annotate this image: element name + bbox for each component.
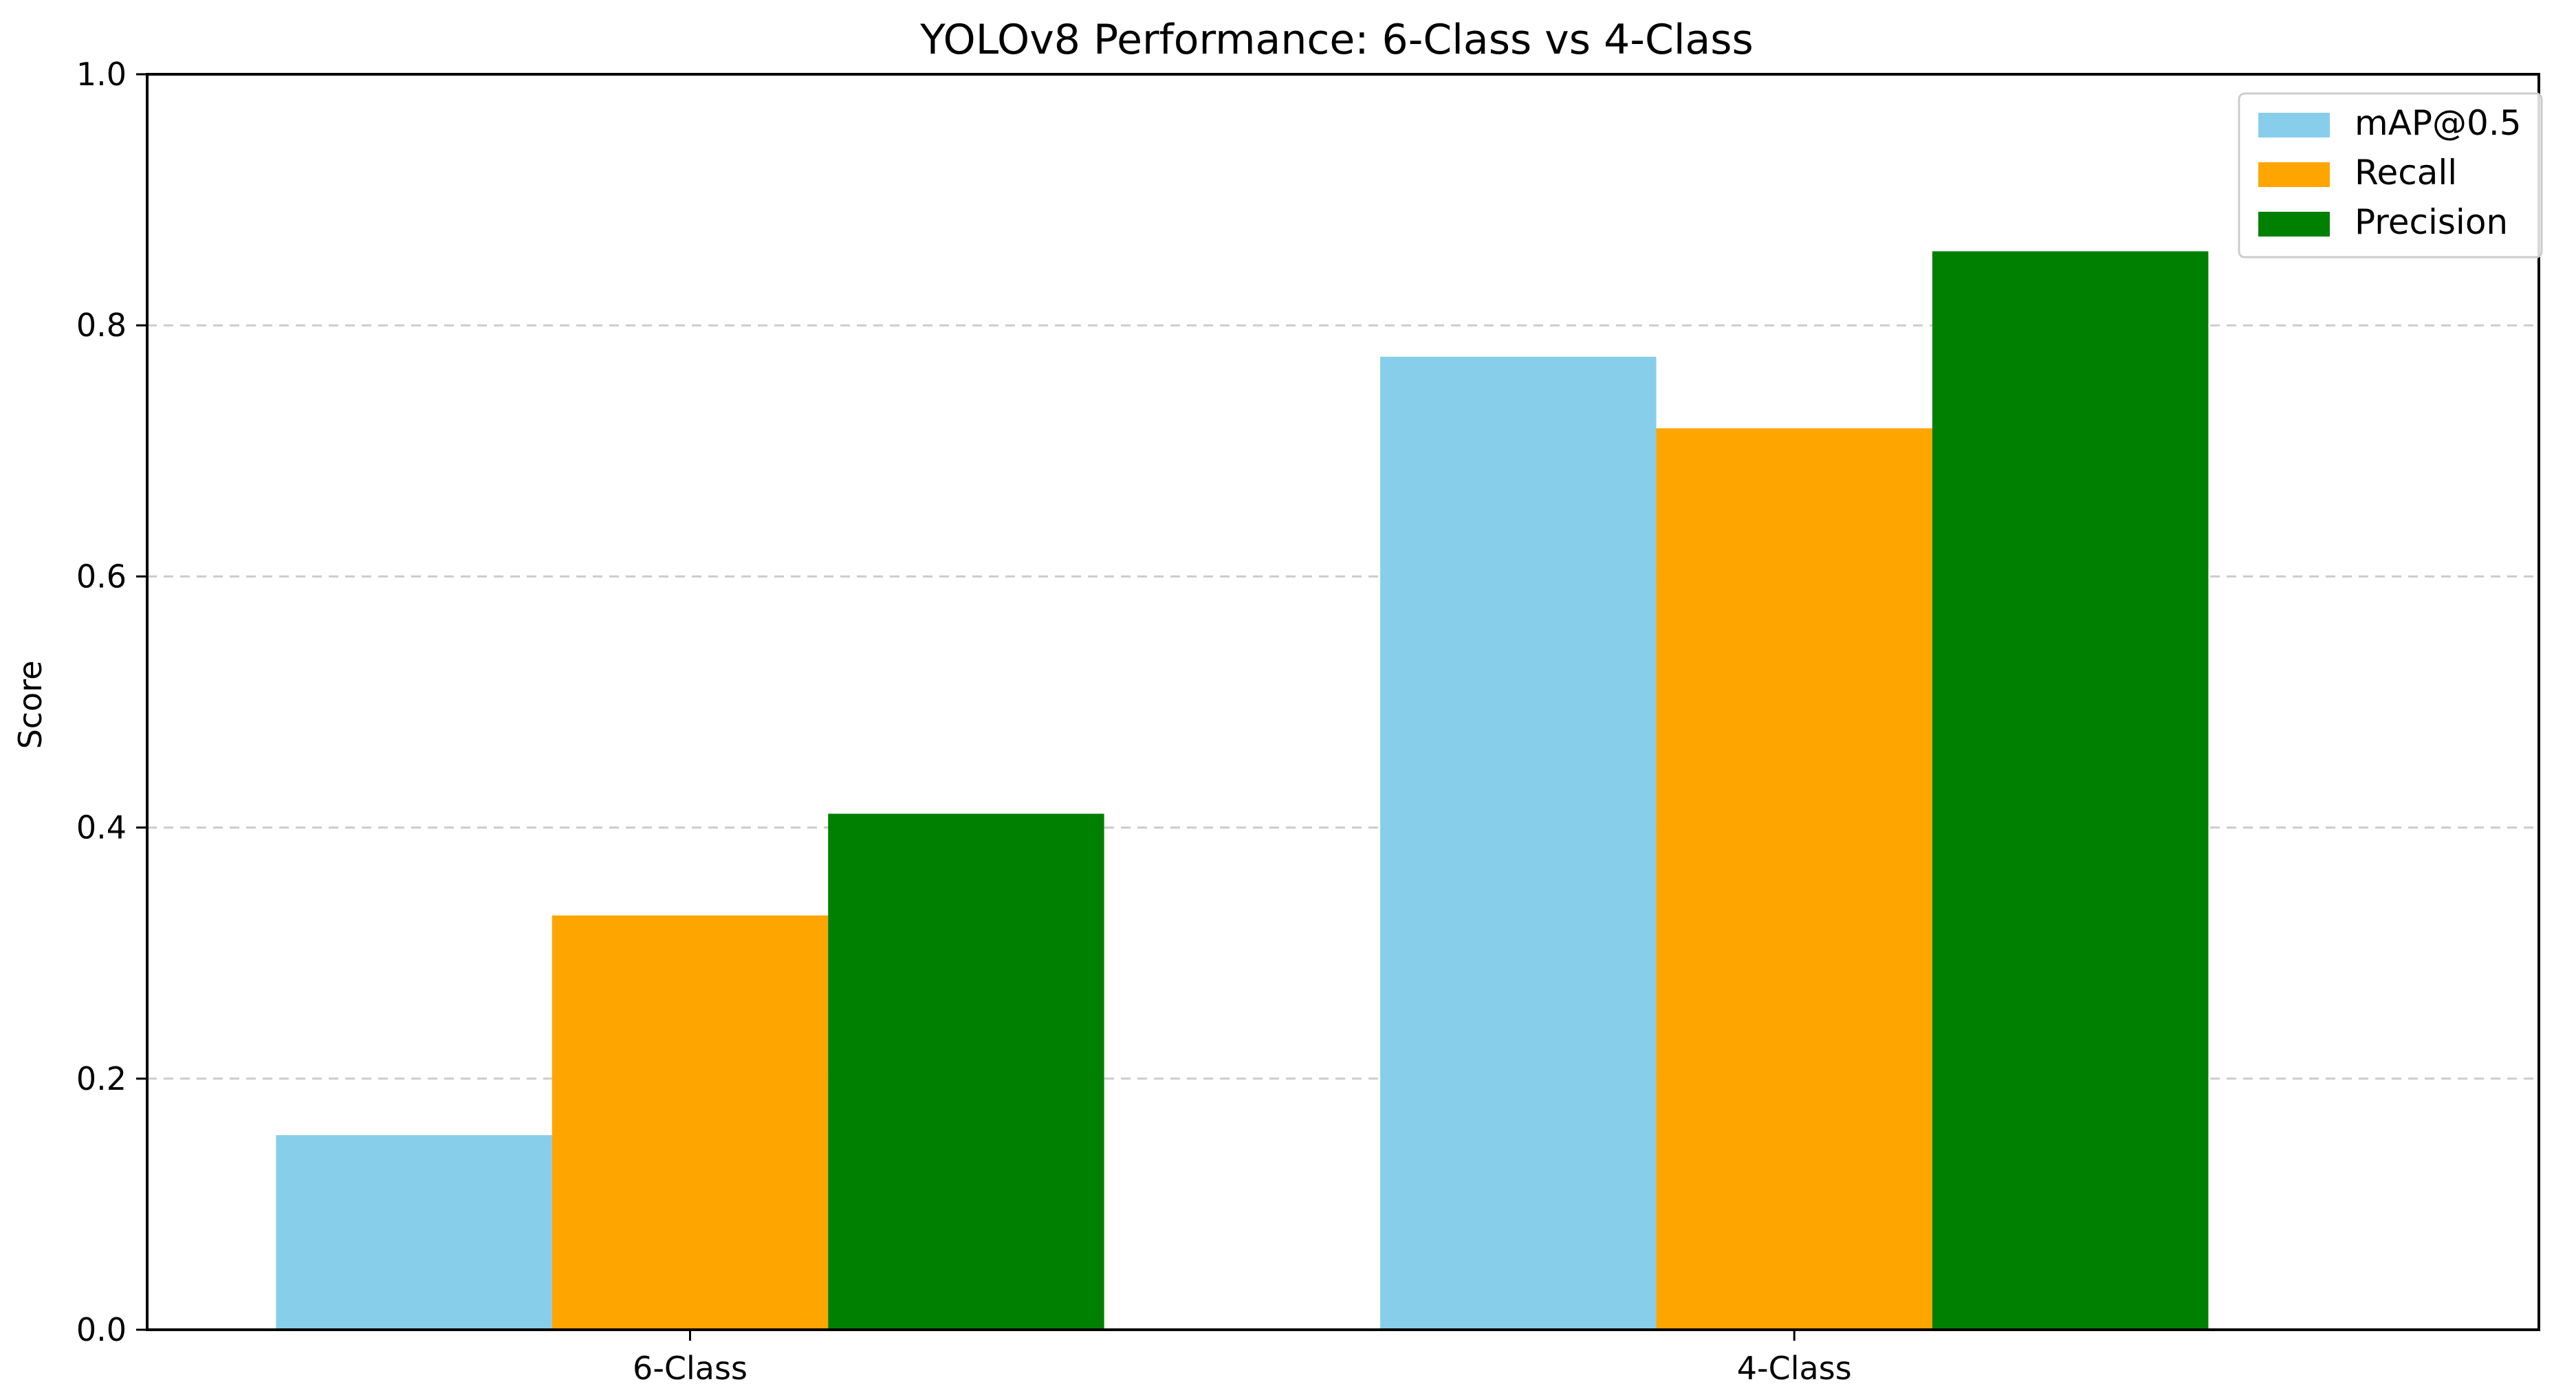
y-tick-label: 0.2 bbox=[76, 1060, 127, 1097]
y-tick-label: 0.4 bbox=[76, 809, 127, 846]
y-gridlines bbox=[147, 324, 2539, 1080]
y-tick-label: 0.0 bbox=[76, 1311, 127, 1348]
legend: mAP@0.5 Recall Precision bbox=[2238, 92, 2543, 259]
x-tick-label: 6-Class bbox=[633, 1350, 747, 1387]
legend-swatch bbox=[2258, 162, 2330, 187]
bar-map-0-5-4-class bbox=[1380, 356, 1657, 1330]
y-tick-label: 0.8 bbox=[76, 307, 127, 344]
bar-map-0-5-6-class bbox=[276, 1134, 552, 1330]
legend-swatch bbox=[2258, 212, 2330, 237]
plot-frame bbox=[146, 73, 2540, 1331]
legend-swatch bbox=[2258, 113, 2330, 138]
bar-recall-4-class bbox=[1656, 428, 1932, 1330]
y-axis-label: Score bbox=[12, 661, 49, 749]
legend-label: Recall bbox=[2355, 153, 2457, 193]
axes: 0.0 0.2 0.4 0.6 0.8 1.0 6-Class 4-Class bbox=[76, 56, 2540, 1387]
x-tick-label: 4-Class bbox=[1737, 1350, 1852, 1387]
y-tick-label: 1.0 bbox=[76, 56, 127, 93]
bar-precision-4-class bbox=[1932, 251, 2209, 1330]
chart-title: YOLOv8 Performance: 6-Class vs 4-Class bbox=[919, 16, 1754, 64]
bar-recall-6-class bbox=[552, 915, 829, 1330]
bar-precision-6-class bbox=[828, 813, 1104, 1330]
bars bbox=[276, 251, 2209, 1330]
legend-label: mAP@0.5 bbox=[2355, 103, 2522, 143]
y-tick-label: 0.6 bbox=[76, 558, 127, 595]
legend-label: Precision bbox=[2355, 202, 2508, 242]
